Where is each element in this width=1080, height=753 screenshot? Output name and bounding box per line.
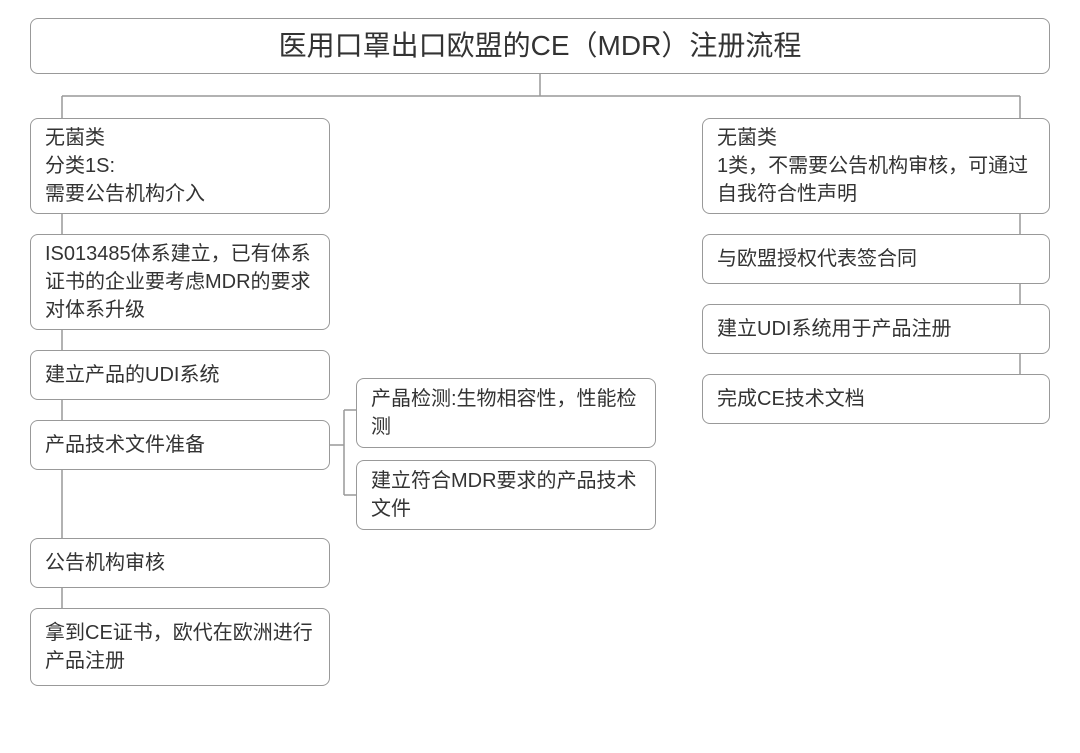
left-node-5-text: 公告机构审核	[45, 549, 165, 577]
left-node-4: 产品技术文件准备	[30, 420, 330, 470]
left-node-3-text: 建立产品的UDI系统	[45, 361, 219, 389]
left-node-1: 无菌类 分类1S: 需要公告机构介入	[30, 118, 330, 214]
right-node-4-text: 完成CE技术文档	[717, 385, 865, 413]
right-node-1: 无菌类 1类，不需要公告机构审核，可通过自我符合性声明	[702, 118, 1050, 214]
title-text: 医用口罩出口欧盟的CE（MDR）注册流程	[279, 26, 802, 65]
left-node-6: 拿到CE证书，欧代在欧洲进行产品注册	[30, 608, 330, 686]
right-node-2: 与欧盟授权代表签合同	[702, 234, 1050, 284]
mid-node-1-text: 产晶检测:生物相容性，性能检测	[371, 385, 641, 441]
left-node-6-text: 拿到CE证书，欧代在欧洲进行产品注册	[45, 619, 315, 675]
left-node-1-text: 无菌类 分类1S: 需要公告机构介入	[45, 124, 205, 208]
title-node: 医用口罩出口欧盟的CE（MDR）注册流程	[30, 18, 1050, 74]
right-node-4: 完成CE技术文档	[702, 374, 1050, 424]
mid-node-2-text: 建立符合MDR要求的产品技术文件	[371, 467, 641, 523]
mid-node-1: 产晶检测:生物相容性，性能检测	[356, 378, 656, 448]
right-node-2-text: 与欧盟授权代表签合同	[717, 245, 917, 273]
left-node-2-text: IS013485体系建立，已有体系证书的企业要考虑MDR的要求对体系升级	[45, 240, 315, 324]
right-node-3: 建立UDI系统用于产品注册	[702, 304, 1050, 354]
left-node-5: 公告机构审核	[30, 538, 330, 588]
mid-node-2: 建立符合MDR要求的产品技术文件	[356, 460, 656, 530]
right-node-3-text: 建立UDI系统用于产品注册	[717, 315, 951, 343]
right-node-1-text: 无菌类 1类，不需要公告机构审核，可通过自我符合性声明	[717, 124, 1035, 208]
left-node-3: 建立产品的UDI系统	[30, 350, 330, 400]
left-node-4-text: 产品技术文件准备	[45, 431, 205, 459]
left-node-2: IS013485体系建立，已有体系证书的企业要考虑MDR的要求对体系升级	[30, 234, 330, 330]
